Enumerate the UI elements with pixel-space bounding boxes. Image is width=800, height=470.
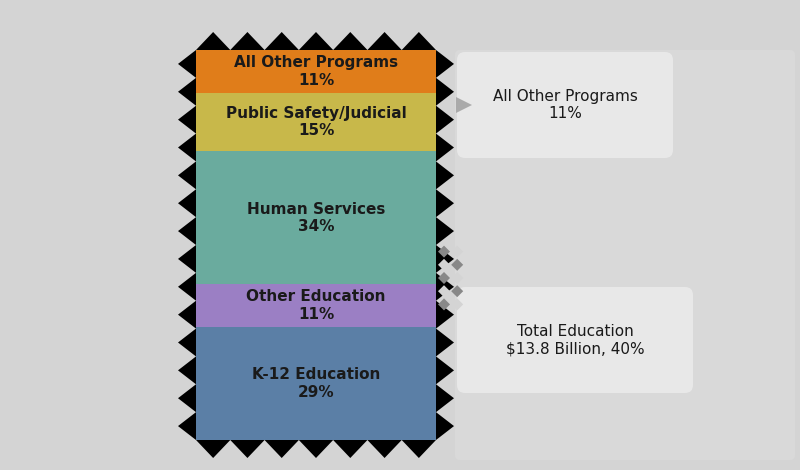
- Polygon shape: [178, 356, 196, 384]
- Polygon shape: [178, 78, 196, 106]
- Polygon shape: [436, 50, 454, 78]
- Polygon shape: [436, 273, 454, 301]
- Polygon shape: [230, 32, 265, 50]
- Polygon shape: [178, 161, 196, 189]
- Polygon shape: [436, 356, 454, 384]
- Polygon shape: [451, 246, 463, 258]
- Polygon shape: [367, 440, 402, 458]
- Polygon shape: [436, 217, 454, 245]
- Polygon shape: [402, 32, 436, 50]
- Bar: [196, 327, 436, 440]
- Polygon shape: [438, 246, 450, 258]
- Bar: [196, 284, 436, 327]
- Polygon shape: [178, 50, 196, 78]
- Polygon shape: [451, 272, 463, 284]
- Polygon shape: [367, 32, 402, 50]
- Bar: [196, 151, 436, 284]
- Polygon shape: [438, 272, 450, 284]
- Text: Other Education
11%: Other Education 11%: [246, 289, 386, 321]
- Polygon shape: [451, 259, 463, 271]
- Polygon shape: [178, 329, 196, 356]
- Polygon shape: [451, 285, 463, 297]
- Text: Total Education
$13.8 Billion, 40%: Total Education $13.8 Billion, 40%: [506, 324, 644, 356]
- Polygon shape: [436, 133, 454, 161]
- Polygon shape: [178, 301, 196, 329]
- Polygon shape: [178, 412, 196, 440]
- Polygon shape: [265, 32, 299, 50]
- Polygon shape: [438, 285, 450, 297]
- Polygon shape: [436, 106, 454, 133]
- Polygon shape: [436, 161, 454, 189]
- Polygon shape: [438, 298, 450, 310]
- Polygon shape: [230, 440, 265, 458]
- Text: Human Services
34%: Human Services 34%: [247, 202, 385, 234]
- Polygon shape: [178, 133, 196, 161]
- Polygon shape: [436, 384, 454, 412]
- Text: All Other Programs
11%: All Other Programs 11%: [234, 55, 398, 87]
- Polygon shape: [178, 217, 196, 245]
- Polygon shape: [436, 245, 454, 273]
- Polygon shape: [451, 298, 463, 310]
- FancyBboxPatch shape: [455, 275, 795, 460]
- Polygon shape: [333, 32, 367, 50]
- Polygon shape: [436, 329, 454, 356]
- Polygon shape: [402, 440, 436, 458]
- Polygon shape: [436, 78, 454, 106]
- Polygon shape: [178, 245, 196, 273]
- Polygon shape: [178, 106, 196, 133]
- Polygon shape: [299, 440, 333, 458]
- Polygon shape: [178, 384, 196, 412]
- Polygon shape: [456, 97, 472, 113]
- Polygon shape: [178, 189, 196, 217]
- Polygon shape: [438, 259, 450, 271]
- Bar: [196, 93, 436, 151]
- FancyBboxPatch shape: [457, 287, 693, 393]
- Polygon shape: [436, 189, 454, 217]
- Polygon shape: [196, 32, 230, 50]
- Polygon shape: [436, 412, 454, 440]
- Polygon shape: [178, 273, 196, 301]
- Polygon shape: [333, 440, 367, 458]
- Polygon shape: [265, 440, 299, 458]
- Polygon shape: [299, 32, 333, 50]
- Text: K-12 Education
29%: K-12 Education 29%: [252, 367, 380, 400]
- FancyBboxPatch shape: [455, 50, 795, 285]
- FancyBboxPatch shape: [457, 52, 673, 158]
- Bar: [196, 50, 436, 93]
- Polygon shape: [436, 301, 454, 329]
- Text: All Other Programs
11%: All Other Programs 11%: [493, 89, 638, 121]
- Polygon shape: [196, 440, 230, 458]
- Text: Public Safety/Judicial
15%: Public Safety/Judicial 15%: [226, 106, 406, 138]
